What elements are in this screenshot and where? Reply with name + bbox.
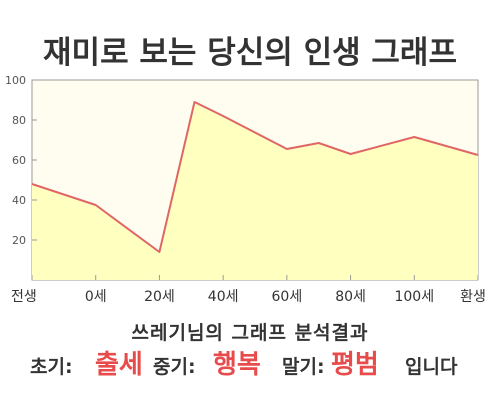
middle-value: 행복 [213,350,261,380]
y-tick-label: 40 [12,194,26,207]
x-tick-label: 80세 [335,289,366,305]
x-tick-label: 40세 [208,289,239,305]
area-fill [32,102,478,280]
late-label: 말기: [282,356,325,378]
x-tick-label: 0세 [85,289,107,305]
early-label: 초기: [30,356,73,378]
middle-label: 중기: [153,356,196,378]
chart-title: 재미로 보는 당신의 인생 그래프 [43,35,457,71]
y-tick-label: 80 [12,114,26,127]
x-tick-label: 전생 [11,289,37,305]
series-line [31,101,479,253]
x-tick-label: 20세 [144,289,175,305]
y-tick-label: 100 [5,74,26,87]
early-value: 출세 [95,350,143,380]
ending-text: 입니다 [405,356,458,378]
y-tick-label: 20 [12,234,26,247]
x-tick-label: 100세 [394,289,434,305]
late-value: 평범 [331,350,379,380]
x-tick-label: 환생 [460,289,486,305]
x-tick-label: 60세 [272,289,303,305]
analysis-subtitle: 쓰레기님의 그래프 분석결과 [131,322,369,344]
y-tick-label: 60 [12,154,26,167]
